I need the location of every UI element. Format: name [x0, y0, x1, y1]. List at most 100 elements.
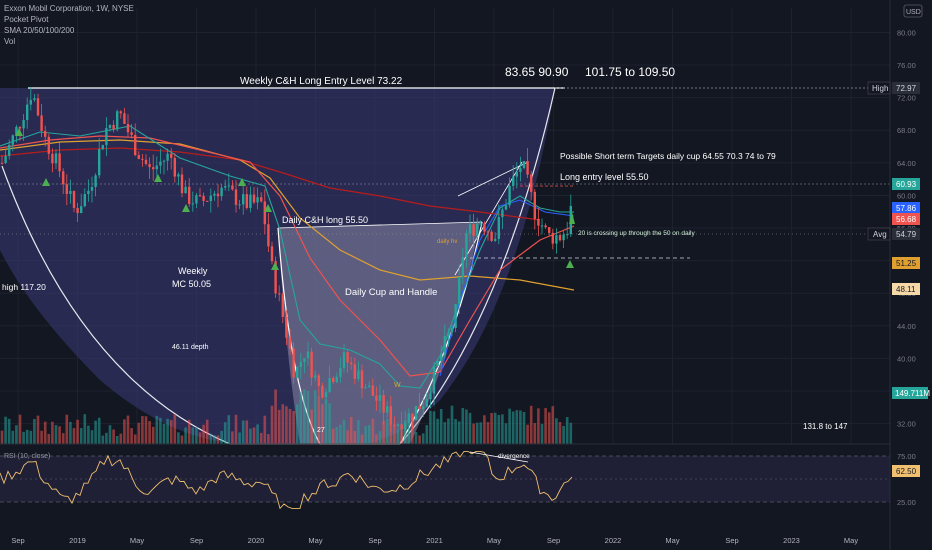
- volume-bar: [223, 422, 227, 444]
- volume-bar: [490, 413, 493, 444]
- candle-body: [170, 153, 173, 158]
- candle-body: [418, 405, 421, 410]
- volume-bar: [562, 425, 565, 444]
- volume-bar: [313, 390, 317, 444]
- volume-bar: [346, 430, 349, 444]
- volume-bar: [292, 410, 295, 444]
- volume-bar: [195, 426, 198, 444]
- candle-body: [494, 238, 497, 241]
- candle-body: [80, 206, 83, 214]
- volume-bar: [511, 411, 515, 444]
- volume-bar: [47, 434, 51, 444]
- chart-title: Exxon Mobil Corporation, 1W, NYSE: [4, 4, 134, 13]
- volume-bar: [15, 425, 18, 444]
- volume-bar: [263, 415, 267, 444]
- volume-bar: [33, 418, 36, 444]
- candle-body: [108, 124, 112, 128]
- volume-bar: [364, 426, 367, 444]
- candle-body: [184, 186, 187, 194]
- volume-bar: [65, 414, 69, 444]
- candle-body: [515, 171, 518, 177]
- candle-body: [18, 126, 22, 129]
- volume-bar: [101, 435, 105, 444]
- candle-body: [36, 98, 40, 116]
- candle-body: [33, 98, 36, 100]
- volume-bar: [407, 433, 411, 444]
- volume-bar: [184, 427, 187, 444]
- candle-body: [22, 119, 25, 129]
- price-tick-label: 60.00: [897, 191, 916, 200]
- volume-bar: [310, 409, 313, 444]
- volume-bar: [486, 422, 490, 444]
- candle-body: [544, 225, 547, 228]
- candle-body: [371, 385, 374, 396]
- candle-body: [558, 235, 562, 241]
- sma2-value: 56.68: [896, 215, 917, 224]
- mc-annotation: MC 50.05: [172, 279, 211, 289]
- candle-body: [0, 162, 4, 164]
- candle-body: [90, 187, 94, 191]
- volume-bar: [385, 418, 389, 444]
- candle-body: [191, 203, 194, 205]
- candle-body: [252, 194, 256, 203]
- candle-body: [29, 99, 32, 105]
- volume-bar: [36, 415, 40, 444]
- crossing-annotation: 20 is crossing up through the 50 on dail…: [578, 230, 695, 237]
- candle-body: [234, 189, 238, 205]
- candle-body: [238, 204, 241, 206]
- pivot-arrow: [569, 212, 575, 224]
- candle-body: [303, 358, 306, 362]
- chart-sma: SMA 20/50/100/200: [4, 26, 75, 35]
- candle-body: [83, 194, 86, 207]
- candle-body: [440, 355, 443, 361]
- candle-body: [497, 217, 500, 239]
- volume-bar: [58, 426, 61, 444]
- volume-bar: [537, 408, 540, 444]
- candle-body: [123, 113, 126, 124]
- candle-body: [400, 424, 403, 430]
- candle-body: [292, 348, 295, 378]
- candle-body: [177, 174, 180, 177]
- pivot-arrow: [15, 128, 23, 136]
- volume-bar: [87, 425, 90, 444]
- candle-body: [393, 424, 396, 426]
- candle-body: [227, 185, 230, 187]
- volume-bar: [256, 424, 259, 444]
- chart-header: Exxon Mobil Corporation, 1W, NYSE Pocket…: [4, 3, 134, 47]
- volume-bar: [162, 423, 166, 444]
- high-value: 72.97: [896, 84, 917, 93]
- volume-bar: [166, 418, 169, 444]
- rsi-line: [0, 450, 573, 510]
- candle-body: [530, 174, 533, 192]
- daily-hv-annotation: daily hv: [437, 239, 457, 245]
- candle-body: [4, 155, 7, 164]
- volume-bar: [295, 404, 299, 444]
- candle-body: [76, 207, 79, 214]
- volume-bar: [367, 425, 371, 444]
- volume-bar: [493, 412, 497, 444]
- avg-tag: Avg: [873, 230, 887, 239]
- volume-bar: [216, 435, 220, 444]
- daily-ch-annotation: Daily C&H long 55.50: [282, 215, 368, 225]
- volume-bar: [353, 431, 357, 444]
- volume-bar: [306, 390, 310, 444]
- volume-bar: [421, 433, 425, 444]
- candle-body: [432, 365, 436, 394]
- candle-body: [490, 231, 493, 241]
- volume-bar: [54, 425, 58, 444]
- volume-bar: [360, 434, 364, 444]
- volume-bar: [180, 435, 184, 444]
- candle-body: [195, 195, 198, 204]
- candle-body: [134, 134, 137, 156]
- volume-bar: [252, 427, 256, 444]
- sma200-line: [0, 147, 541, 221]
- volume-bar: [115, 435, 119, 444]
- candle-body: [537, 218, 540, 226]
- candle-body: [224, 186, 227, 188]
- candle-body: [198, 195, 202, 197]
- candle-body: [288, 337, 292, 349]
- candle-body: [94, 175, 97, 188]
- volume-bar: [569, 422, 573, 444]
- sma1-value: 57.86: [896, 204, 917, 213]
